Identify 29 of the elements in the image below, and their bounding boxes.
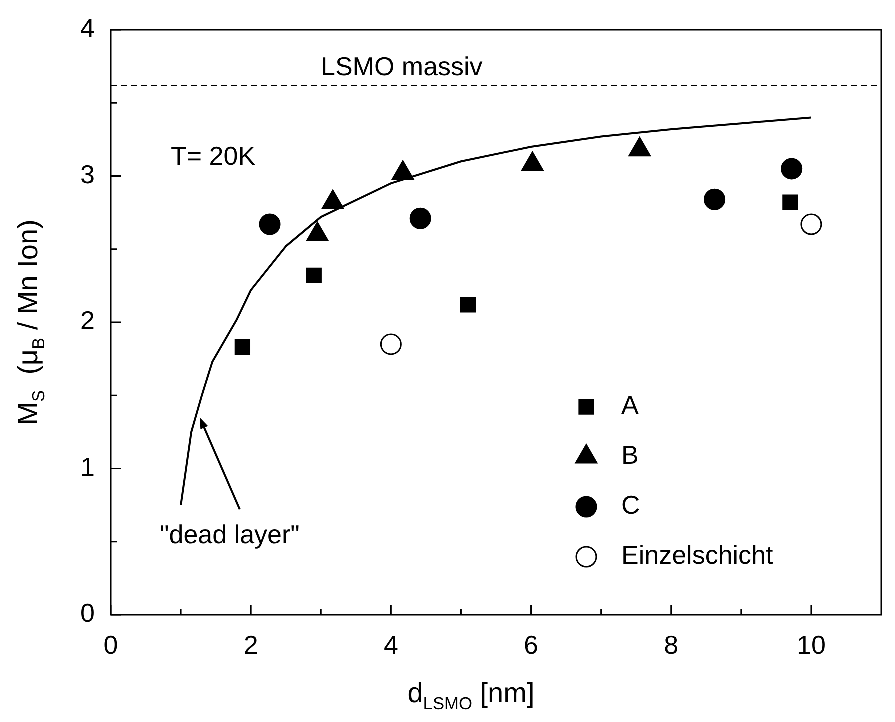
y-axis-title: MS (μB / Mn Ion) [12,220,49,426]
point [800,214,822,236]
y-tick-label: 1 [80,452,95,482]
point [410,208,432,230]
point [234,340,251,356]
x-tick-label: 2 [244,630,258,660]
legend-label: Einzelschicht [622,540,774,570]
point [782,194,798,210]
legend-label: C [622,490,640,520]
legend-label: A [622,390,640,420]
y-tick-label: 2 [80,306,95,336]
x-tick-label: 4 [384,630,398,660]
annotation: "dead layer" [160,520,300,550]
point [306,268,322,284]
y-tick-label: 4 [80,13,95,44]
x-tick-label: 10 [796,630,826,660]
point [704,188,726,210]
y-tick-label: 3 [80,159,95,190]
x-tick-label: 6 [524,630,539,660]
x-tick-label: 0 [104,630,118,660]
y-tick-label: 0 [80,598,95,628]
point [460,297,476,313]
point [259,214,281,236]
point [781,158,803,180]
point [380,334,402,356]
annotation: T= 20K [171,141,256,172]
x-tick-label: 8 [664,630,679,660]
legend-label: B [622,440,639,470]
ref-line-label: LSMO massiv [321,52,483,82]
